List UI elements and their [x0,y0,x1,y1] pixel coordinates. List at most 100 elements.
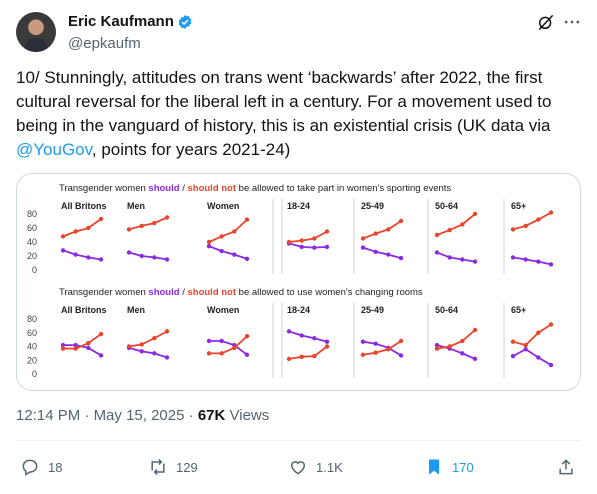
series-line [512,348,552,366]
data-point [299,354,304,360]
chart-title-segment: should not [187,287,236,298]
data-point [232,252,237,257]
tweet-media-chart[interactable]: Transgender women should / should not be… [16,173,581,391]
data-point [312,353,317,359]
data-point [126,227,132,232]
y-tick-label: 40 [27,342,37,352]
y-tick-label: 0 [32,265,37,275]
data-point [206,239,212,245]
y-tick-label: 40 [27,237,37,247]
data-point [126,344,132,349]
data-point [398,218,404,224]
data-point [398,353,404,358]
tweet-text-line: @YouGov, points for years 2021-24) [16,138,581,162]
mention-link[interactable]: @YouGov [16,140,92,159]
series-line [362,246,402,259]
panel-label: Men [127,305,145,315]
data-point [299,333,304,338]
data-point [232,229,237,234]
series-line [208,245,248,260]
data-point [244,333,250,339]
data-point [360,352,366,357]
divider [16,440,581,441]
data-point [164,329,170,334]
data-point [523,223,528,229]
data-point [447,255,452,260]
author-display-name[interactable]: Eric Kaufmann [68,13,174,30]
data-point [164,215,170,220]
chart-title-segment: / [180,183,188,194]
data-point [386,252,391,257]
data-point [460,351,465,356]
data-point [164,355,170,360]
data-point [152,351,157,356]
panel-label: 18-24 [287,305,310,315]
repost-count: 129 [176,459,198,475]
panel-label: 65+ [511,201,526,211]
data-point [98,216,104,222]
series-line [288,330,328,343]
repost-button[interactable]: 129 [148,456,198,478]
data-point [312,245,317,250]
more-icon[interactable] [562,12,582,32]
like-count: 1.1K [316,459,343,475]
data-point [548,210,554,215]
series-line [128,330,168,348]
grok-icon[interactable] [536,12,556,32]
y-tick-label: 80 [27,314,37,324]
data-point [152,220,157,226]
avatar[interactable] [16,12,56,52]
tweet-text-line: being in the vanguard of history, this i… [16,116,551,135]
data-point [98,353,104,358]
author-handle[interactable]: @epkaufm [68,35,141,52]
y-tick-label: 0 [32,369,37,379]
data-point [373,231,378,236]
data-point [523,257,528,262]
series-line [512,211,552,231]
data-point [60,234,66,239]
tweet-date[interactable]: May 15, 2025 [93,407,185,424]
data-point [219,351,224,356]
panel-label: Women [207,305,239,315]
data-point [73,346,78,351]
series-line [209,335,248,355]
data-point [286,356,292,362]
data-point [232,345,237,351]
series-line [362,220,402,240]
data-point [434,232,440,238]
panel-label: 25-49 [361,305,384,315]
data-point [398,255,404,261]
share-button[interactable] [556,456,584,478]
bookmark-button[interactable]: 170 [424,456,474,478]
chart-title-segment: should [148,287,179,298]
data-point [73,229,78,234]
data-point [73,342,78,348]
tweet-time[interactable]: 12:14 PM [16,407,81,424]
panel-label: 50-64 [435,305,458,315]
data-point [299,238,304,243]
bookmark-count: 170 [452,459,474,475]
series-line [62,218,102,238]
heart-icon [290,461,306,475]
series-line [208,218,248,243]
data-point [324,339,330,344]
tweet-text-rest: , points for years 2021-24) [91,140,291,159]
y-tick-label: 60 [27,223,37,233]
data-point [139,253,144,259]
action-bar: 18 129 1.1K 170 [16,452,581,484]
like-button[interactable]: 1.1K [288,456,343,478]
series-line [128,216,168,231]
chart-title-segment: Transgender women [59,183,148,194]
data-point [523,342,528,348]
data-point [206,338,212,344]
series-line [128,251,168,261]
panel-label: Women [207,201,239,211]
chart-title-segment: should [148,183,179,194]
reply-button[interactable]: 18 [20,456,62,478]
data-point [60,342,66,348]
data-point [523,347,528,352]
series-line [288,242,328,249]
y-tick-label: 20 [27,251,37,261]
data-point [86,340,91,346]
data-point [312,336,317,341]
